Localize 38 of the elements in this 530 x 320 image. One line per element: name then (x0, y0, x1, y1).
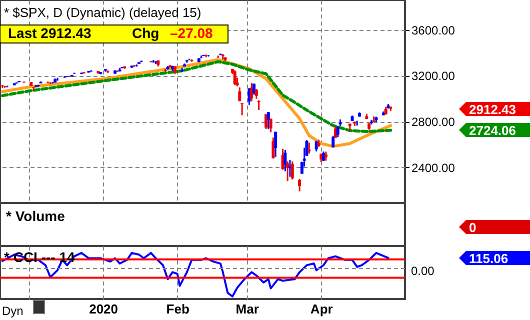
y-tick-label: 2400.00 (412, 160, 456, 175)
text: 0.00 (411, 264, 434, 278)
text: * Volume (6, 208, 66, 224)
text: 2724.06 (466, 123, 530, 138)
text: 115.06 (466, 250, 530, 266)
candlestick (238, 86, 242, 102)
candlestick (332, 135, 335, 148)
x-tick-label: 2020 (89, 302, 118, 316)
annotation: Chg –27.08 (132, 25, 214, 41)
annotation: Last 2912.43 (8, 25, 92, 41)
candlestick (290, 160, 294, 180)
y-tick-label: 3200.00 (412, 69, 456, 84)
text: 2912.43 (466, 102, 530, 117)
candlestick (254, 88, 258, 100)
candlestick (336, 125, 340, 138)
candlestick (250, 82, 254, 102)
candlestick (298, 178, 302, 192)
candlestick (257, 100, 260, 111)
candlestick (272, 136, 275, 160)
candlestick (233, 70, 236, 86)
x-tick-label: Feb (166, 302, 190, 316)
candlestick (240, 102, 244, 116)
x-tick-label: Mar (236, 302, 259, 316)
x-tick-label: Apr (310, 302, 333, 316)
candlestick (252, 82, 256, 96)
chart-title: * $SPX, D (Dynamic) (delayed 15) (4, 5, 202, 20)
candlestick (308, 142, 311, 154)
text: Dyn (2, 304, 24, 318)
line-series (0, 60, 392, 134)
candlestick (269, 118, 272, 133)
candlestick (284, 149, 287, 172)
candlestick (322, 150, 326, 162)
text: 0 (466, 220, 530, 234)
y-tick-label: 3600.00 (412, 23, 456, 38)
candlestick (274, 131, 278, 158)
candlestick (264, 113, 268, 130)
candlestick (266, 111, 270, 130)
y-tick-label: 2800.00 (412, 115, 456, 130)
